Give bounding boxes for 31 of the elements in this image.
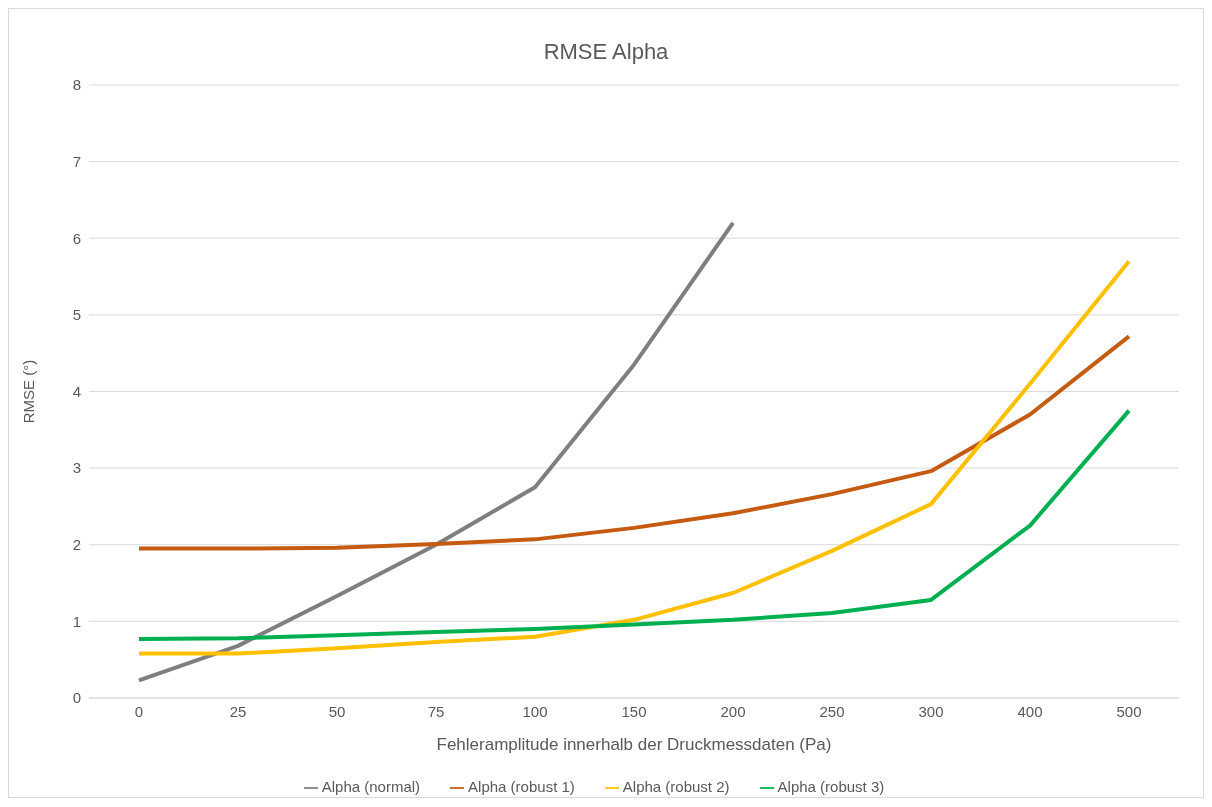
legend-label: Alpha (robust 3) <box>777 777 885 795</box>
line-series <box>137 220 735 683</box>
line-series <box>137 259 1131 656</box>
y-tick-label: 1 <box>72 612 81 630</box>
legend-label: Alpha (normal) <box>321 777 421 795</box>
x-tick-label: 400 <box>1017 702 1043 720</box>
x-tick-label: 150 <box>621 702 647 720</box>
y-tick-label: 6 <box>72 229 81 247</box>
legend-label: Alpha (robust 2) <box>622 777 730 795</box>
legend-label: Alpha (robust 1) <box>468 777 575 795</box>
y-tick-label: 4 <box>72 382 81 400</box>
y-tick-label: 8 <box>72 76 81 94</box>
y-tick-label: 2 <box>72 536 81 554</box>
x-tick-label: 75 <box>427 702 445 720</box>
x-tick-label: 100 <box>522 702 548 720</box>
y-axis-title: RMSE (°) <box>20 359 38 424</box>
y-tick-label: 5 <box>72 306 81 324</box>
line-series <box>137 334 1131 551</box>
y-tick-label: 7 <box>72 152 81 170</box>
line-series <box>137 408 1131 641</box>
x-tick-label: 25 <box>229 702 247 720</box>
x-tick-label: 0 <box>134 702 144 720</box>
y-tick-label: 3 <box>72 459 81 477</box>
x-tick-label: 200 <box>720 702 746 720</box>
y-tick-label: 0 <box>72 689 81 707</box>
x-tick-label: 50 <box>328 702 346 720</box>
x-tick-label: 300 <box>918 702 944 720</box>
chart-title: RMSE Alpha <box>542 39 670 65</box>
x-axis-title: Fehleramplitude innerhalb der Druckmessdaten (Pa) <box>436 734 832 754</box>
x-tick-label: 500 <box>1116 702 1142 720</box>
x-tick-label: 250 <box>819 702 845 720</box>
